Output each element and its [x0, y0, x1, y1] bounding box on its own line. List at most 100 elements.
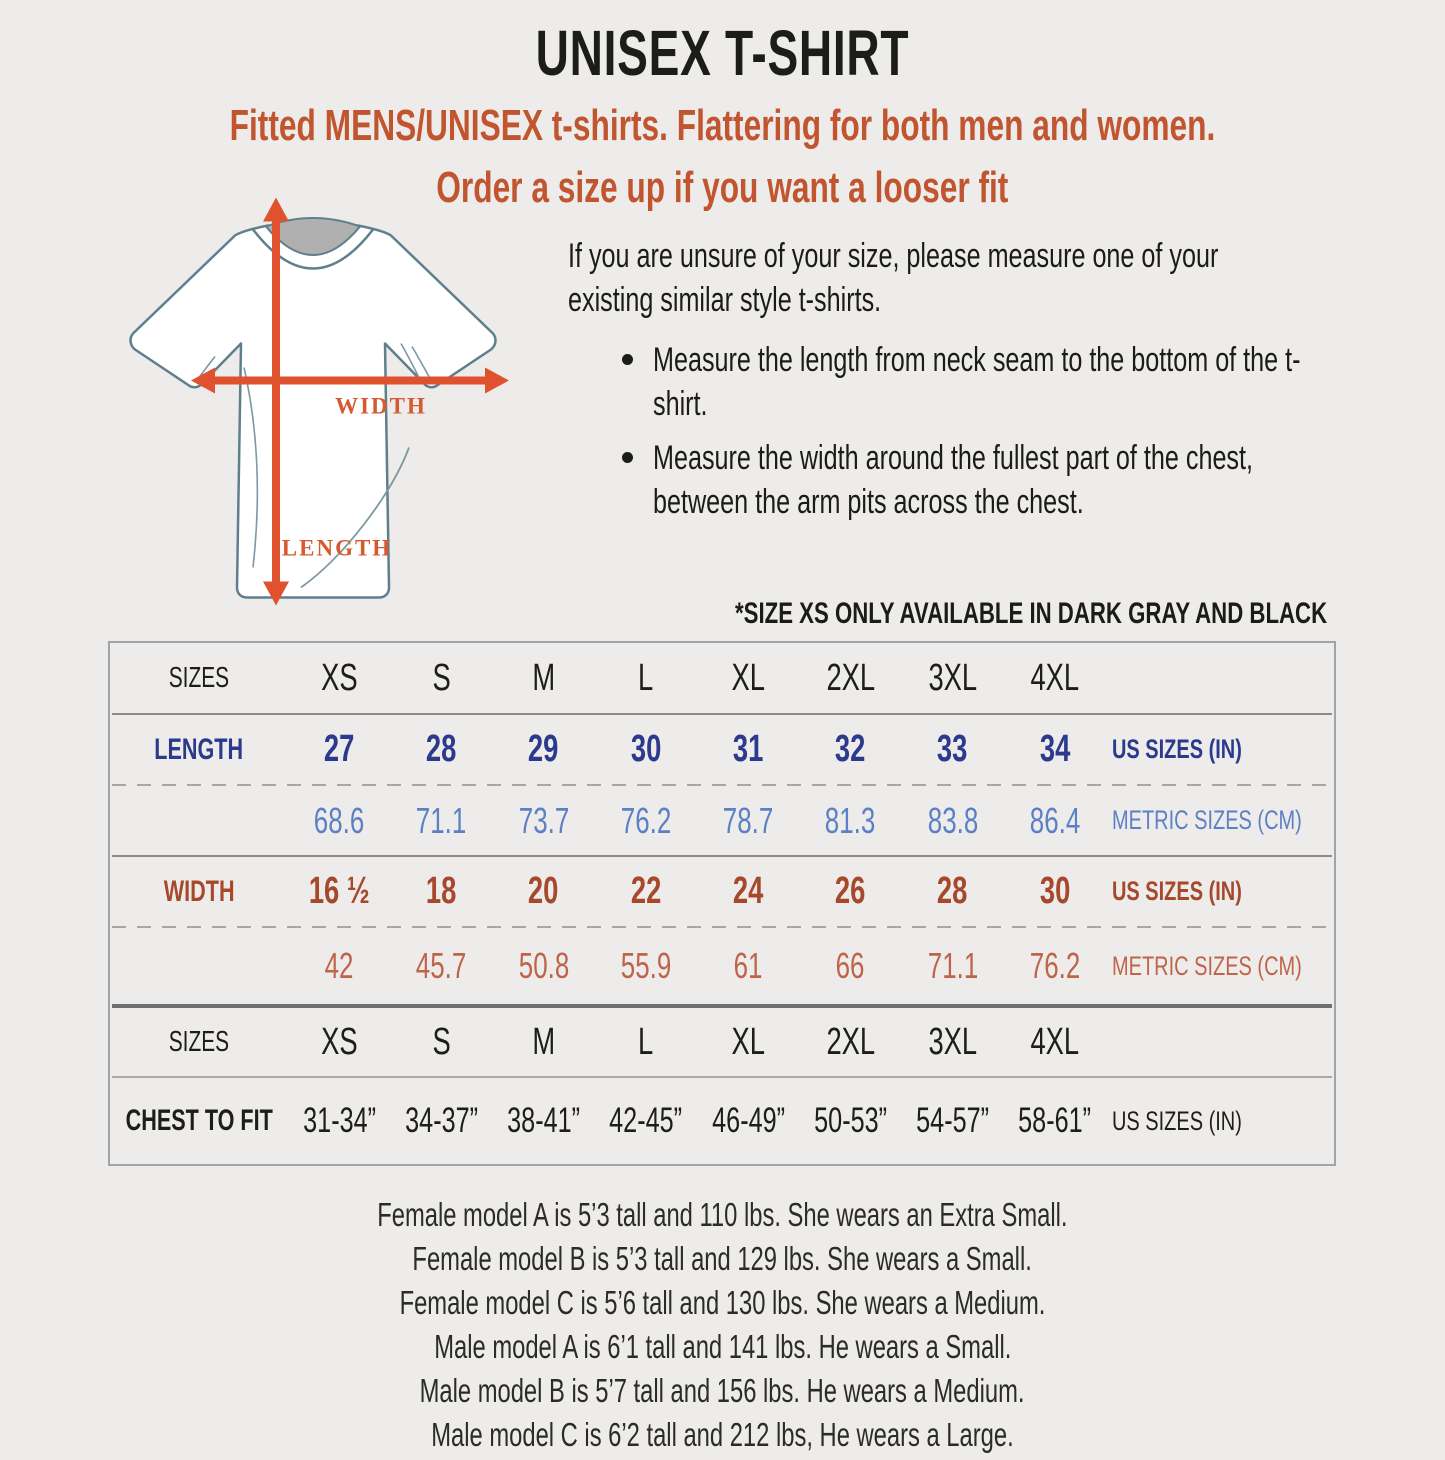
divider: [112, 1076, 1332, 1078]
length-in-m: 29: [528, 728, 559, 770]
intro-line-1: If you are unsure of your size, please m…: [568, 237, 1219, 275]
length-cm-m: 73.7: [518, 799, 569, 841]
divider-thick: [112, 1004, 1332, 1008]
length-in-4xl: 34: [1039, 728, 1071, 770]
sizes-header-label: SIZES: [168, 661, 230, 694]
length-cm-4xl: 86.4: [1029, 799, 1081, 841]
table-row-width-cm: 42 45.7 50.8 55.9 61 66 71.1 76.2 METRIC…: [110, 928, 1334, 1004]
divider: [112, 713, 1332, 715]
width-cm-xl: 61: [733, 945, 763, 986]
width-cm-3xl: 71.1: [927, 945, 978, 986]
tshirt-crease-diagonal: [300, 447, 410, 589]
bullet-dot-icon: [622, 354, 633, 365]
width-row-unit: US SIZES (IN): [1112, 876, 1242, 906]
table-row-chest-to-fit: CHEST TO FIT 31-34” 34-37” 38-41” 42-45”…: [110, 1078, 1334, 1164]
model-line: Female model A is 5’3 tall and 110 lbs. …: [377, 1196, 1068, 1233]
subtitle-line-2: Order a size up if you want a looser fit: [436, 163, 1009, 212]
size2-2xl: 2XL: [826, 1020, 875, 1063]
length-metric-row-unit: METRIC SIZES (CM): [1112, 805, 1302, 835]
chest-s: 34-37”: [404, 1101, 478, 1140]
width-cm-l: 55.9: [620, 945, 672, 986]
chest-row-unit: US SIZES (IN): [1112, 1105, 1242, 1136]
size2-xs: XS: [320, 1020, 358, 1063]
model-line: Male model C is 6’2 tall and 212 lbs, He…: [431, 1416, 1014, 1453]
table-row-width-in: WIDTH 16 ½ 18 20 22 24 26 28 30 US SIZES…: [110, 857, 1334, 926]
size2-3xl: 3XL: [928, 1020, 977, 1063]
model-line: Female model C is 5’6 tall and 130 lbs. …: [399, 1284, 1046, 1321]
size-2xl: 2XL: [826, 656, 875, 699]
bullet-length-text: Measure the length from neck seam to the…: [653, 341, 1301, 423]
model-reference: Female model A is 5’3 tall and 110 lbs. …: [0, 1196, 1445, 1460]
subtitle: Fitted MENS/UNISEX t-shirts. Flattering …: [0, 100, 1445, 224]
size-xl: XL: [731, 656, 765, 699]
width-in-s: 18: [426, 870, 457, 912]
divider: [112, 855, 1332, 857]
size-3xl: 3XL: [928, 656, 977, 699]
width-in-2xl: 26: [835, 870, 866, 912]
length-in-3xl: 33: [937, 728, 968, 770]
bullet-width-text: Measure the width around the fullest par…: [653, 439, 1254, 521]
page-title: UNISEX T-SHIRT: [0, 16, 1445, 90]
chest-xs: 31-34”: [302, 1101, 376, 1140]
length-row-unit: US SIZES (IN): [1112, 734, 1242, 764]
chest-m: 38-41”: [507, 1101, 581, 1140]
chest-4xl: 58-61”: [1018, 1101, 1092, 1140]
width-arrow: [191, 367, 509, 394]
size-chart-table: SIZES XS S M L XL 2XL 3XL 4XL LENGTH 27 …: [108, 641, 1336, 1166]
width-cm-2xl: 66: [835, 945, 865, 986]
xs-availability-note-text: *SIZE XS ONLY AVAILABLE IN DARK GRAY AND…: [734, 597, 1327, 630]
width-metric-row-unit: METRIC SIZES (CM): [1112, 950, 1302, 981]
divider-dashed: [112, 784, 1332, 786]
page-title-text: UNISEX T-SHIRT: [535, 17, 910, 89]
length-in-xl: 31: [732, 728, 764, 770]
width-in-xl: 24: [732, 870, 764, 912]
width-in-l: 22: [630, 870, 662, 912]
size2-4xl: 4XL: [1030, 1020, 1080, 1063]
size-s: S: [432, 656, 451, 699]
model-line: Female model B is 5’3 tall and 129 lbs. …: [412, 1240, 1033, 1277]
table-row-sizes-header: SIZES XS S M L XL 2XL 3XL 4XL: [110, 643, 1334, 713]
length-in-l: 30: [630, 728, 662, 770]
bullet-length: Measure the length from neck seam to the…: [568, 338, 1348, 426]
width-cm-s: 45.7: [416, 945, 467, 986]
chest-3xl: 54-57”: [916, 1101, 990, 1140]
table-row-length-in: LENGTH 27 28 29 30 31 32 33 34 US SIZES …: [110, 715, 1334, 784]
intro-line-2: existing similar style t-shirts.: [568, 281, 882, 319]
size-m: M: [532, 656, 556, 699]
width-in-4xl: 30: [1039, 870, 1071, 912]
size-4xl: 4XL: [1030, 656, 1080, 699]
size2-xl: XL: [731, 1020, 765, 1063]
size2-s: S: [432, 1020, 451, 1063]
xs-availability-note: *SIZE XS ONLY AVAILABLE IN DARK GRAY AND…: [527, 597, 1327, 631]
chest-row-label: CHEST TO FIT: [125, 1104, 273, 1137]
tshirt-outline: [129, 224, 497, 599]
size-xs: XS: [320, 656, 358, 699]
chest-2xl: 50-53”: [813, 1101, 887, 1140]
length-cm-2xl: 81.3: [825, 799, 876, 841]
length-cm-xl: 78.7: [722, 799, 774, 841]
width-in-xs: 16 ½: [308, 870, 370, 912]
length-row-label: LENGTH: [154, 732, 244, 766]
divider-dashed: [112, 926, 1332, 928]
width-in-m: 20: [528, 870, 559, 912]
bullet-width: Measure the width around the fullest par…: [568, 436, 1348, 524]
width-cm-xs: 42: [324, 945, 354, 986]
width-cm-m: 50.8: [518, 945, 569, 986]
chest-l: 42-45”: [609, 1101, 683, 1140]
instruction-bullets: Measure the length from neck seam to the…: [568, 338, 1348, 524]
tshirt-diagram: WIDTH LENGTH: [129, 197, 509, 606]
length-in-s: 28: [426, 728, 457, 770]
model-line: Male model A is 6’1 tall and 141 lbs. He…: [433, 1328, 1012, 1365]
size2-l: L: [638, 1020, 654, 1063]
sizes-header2-label: SIZES: [168, 1025, 230, 1058]
width-arrow-label: WIDTH: [335, 394, 427, 419]
table-row-length-cm: 68.6 71.1 73.7 76.2 78.7 81.3 83.8 86.4 …: [110, 786, 1334, 855]
length-cm-xs: 68.6: [313, 799, 365, 841]
measuring-instructions: If you are unsure of your size, please m…: [568, 234, 1348, 534]
length-cm-s: 71.1: [416, 799, 467, 841]
length-cm-3xl: 83.8: [927, 799, 978, 841]
model-line: Male model B is 5’7 tall and 156 lbs. He…: [420, 1372, 1025, 1409]
tshirt-neckline: [252, 228, 374, 270]
table-row-sizes-header-2: SIZES XS S M L XL 2XL 3XL 4XL: [110, 1008, 1334, 1076]
subtitle-line-1: Fitted MENS/UNISEX t-shirts. Flattering …: [229, 101, 1216, 150]
